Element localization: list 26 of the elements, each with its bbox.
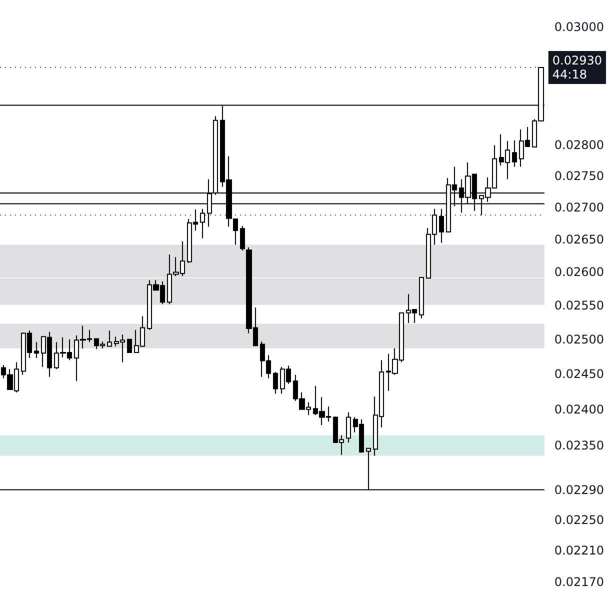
candlestick: [107, 330, 112, 347]
candlestick: [346, 412, 351, 444]
y-tick-label: 0.02400: [554, 402, 604, 416]
candlestick: [127, 338, 132, 353]
candlestick: [512, 140, 517, 168]
y-tick-label: 0.02290: [554, 482, 604, 497]
y-tick-label: 0.02600: [554, 265, 604, 280]
candlestick: [34, 342, 39, 359]
y-tick-label: 0.02450: [554, 367, 604, 382]
y-tick-label: 0.02750: [554, 169, 604, 184]
ref-line-label: 0.02930 44:18: [552, 53, 602, 82]
candlestick: [200, 208, 205, 239]
candlestick: [240, 226, 245, 252]
y-tick-label: 0.02800: [554, 138, 604, 152]
y-tick-label: 0.02550: [554, 298, 604, 312]
y-tick-label: 0.02650: [554, 232, 604, 247]
candlestick: [439, 208, 444, 244]
y-tick-label: 0.02170: [554, 575, 604, 589]
y-tick-label: 0.02250: [554, 512, 604, 527]
y-tick-label: 0.02500: [554, 332, 604, 346]
y-tick-label: 0.03000: [554, 20, 604, 34]
y-tick-label: 0.02700: [554, 200, 604, 215]
candlestick: [273, 371, 278, 394]
y-tick-label: 0.02350: [554, 438, 604, 452]
y-tick-label: 0.02210: [554, 544, 604, 558]
candlestick: [419, 276, 424, 319]
